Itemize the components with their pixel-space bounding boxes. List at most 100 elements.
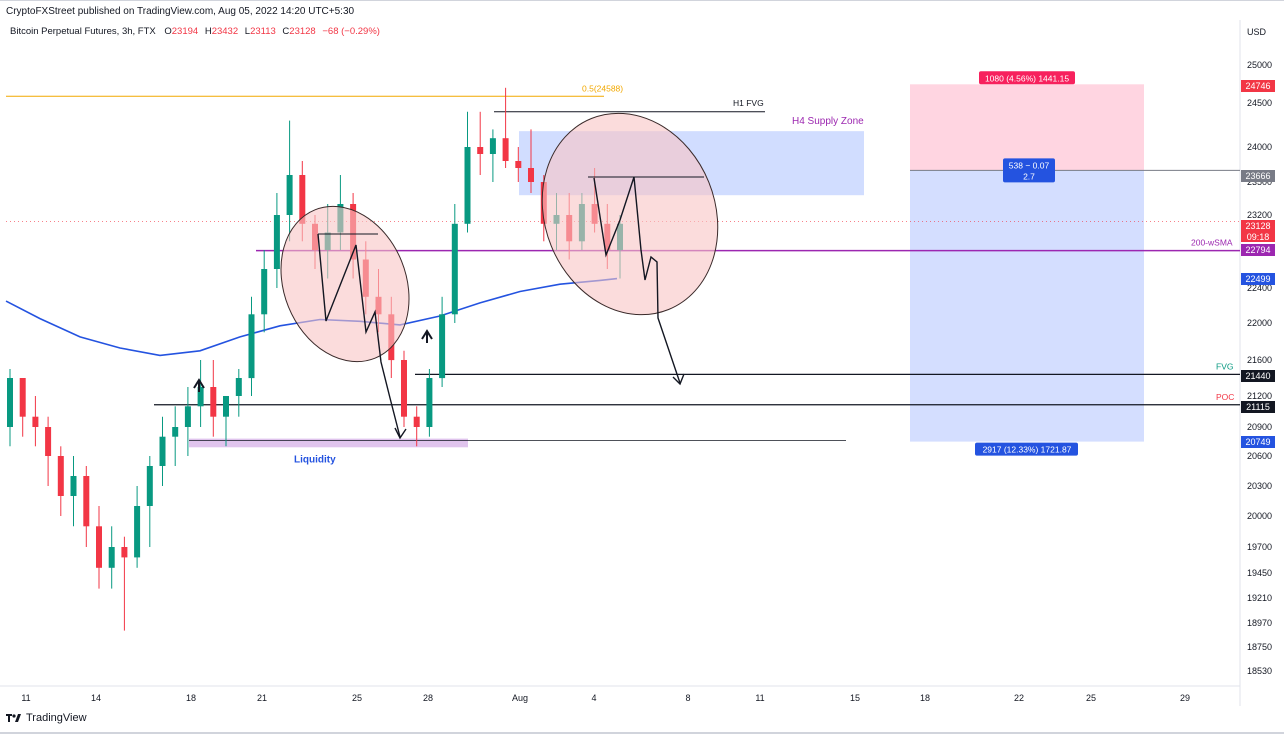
stop-label: 2917 (12.33%) 1721.87 <box>983 445 1072 455</box>
stop-label-bg <box>975 442 1078 456</box>
price-tag-countdown: 09:18 <box>1247 232 1270 242</box>
up-arrow-icon <box>421 329 433 343</box>
candle-body <box>7 378 13 427</box>
target-label-bg <box>979 71 1075 85</box>
left-projection-path <box>317 233 401 438</box>
x-tick-label: Aug <box>512 693 528 703</box>
price-tag-bg <box>1241 401 1275 413</box>
brand-name: TradingView <box>26 712 87 724</box>
price-tag-bg <box>1241 244 1275 256</box>
up-arrow-icon <box>193 378 205 392</box>
x-tick-label: 18 <box>186 693 196 703</box>
liquidity-zone <box>189 438 468 448</box>
candle-body <box>223 396 229 417</box>
close-label: C <box>282 26 290 37</box>
pattern-ellipse-right <box>541 112 719 316</box>
candle-body <box>121 547 128 558</box>
price-tag-bg <box>1241 436 1275 448</box>
x-tick-label: 28 <box>423 693 433 703</box>
candle-body <box>172 427 179 437</box>
candle-body <box>515 161 522 168</box>
y-tick-label: 21200 <box>1247 391 1272 401</box>
x-tick-label: 15 <box>850 693 860 703</box>
y-tick-label: 22000 <box>1247 318 1272 328</box>
ratio-label-bg <box>1003 158 1055 183</box>
candle-body <box>426 378 433 427</box>
change-value: −68 (−0.29%) <box>322 26 380 37</box>
y-tick-label: 18530 <box>1247 666 1272 676</box>
price-tag: 22794 <box>1245 245 1270 255</box>
x-tick-label: 25 <box>1086 693 1096 703</box>
supply-zone-label: H4 Supply Zone <box>792 116 864 127</box>
symbol-name: Bitcoin Perpetual Futures, 3h, FTX <box>10 26 156 37</box>
y-tick-label: 23200 <box>1247 210 1272 220</box>
y-tick-label: 20900 <box>1247 422 1272 432</box>
liquidity-label: Liquidity <box>294 454 336 465</box>
y-tick-label: 18750 <box>1247 642 1272 652</box>
candle-body <box>146 466 153 506</box>
candle-body <box>286 175 293 215</box>
candle-body <box>184 406 191 427</box>
down-arrow-right <box>672 373 685 386</box>
currency-label: USD <box>1247 27 1267 37</box>
sma200w-label: 200-wSMA <box>1191 238 1233 248</box>
candle-body <box>261 269 268 315</box>
target-label: 1080 (4.56%) 1441.15 <box>985 73 1069 83</box>
price-tag: 24746 <box>1245 81 1270 91</box>
candle-body <box>70 476 77 496</box>
x-tick-label: 21 <box>257 693 267 703</box>
footer-brand[interactable]: TradingView <box>6 712 87 724</box>
candle-body <box>489 138 496 154</box>
pattern-ellipse-left <box>280 205 410 363</box>
x-tick-label: 29 <box>1180 693 1190 703</box>
price-tag-bg <box>1241 370 1275 382</box>
candle-body <box>299 175 306 224</box>
candle-body <box>210 387 217 417</box>
open-value: 23194 <box>171 26 199 37</box>
price-tag: 20749 <box>1245 437 1270 447</box>
candle-body <box>401 360 407 417</box>
candle-body <box>413 416 420 427</box>
candle-body <box>273 215 280 269</box>
ratio-label-line1: 538 − 0.07 <box>1009 160 1050 170</box>
price-tag-bg <box>1241 170 1275 182</box>
candle-body <box>96 526 102 568</box>
price-tag: 23666 <box>1245 171 1270 181</box>
price-tag: 22499 <box>1245 274 1270 284</box>
low-label: L <box>244 26 251 37</box>
y-tick-label: 21600 <box>1247 355 1272 365</box>
candle-body <box>19 378 26 417</box>
close-value: 23128 <box>289 26 316 37</box>
fvg-label: FVG <box>1216 361 1233 371</box>
low-value: 23113 <box>250 26 276 37</box>
candle-body <box>235 378 242 396</box>
y-tick-label: 19450 <box>1247 568 1272 578</box>
open-label: O <box>164 26 172 37</box>
candle-body <box>134 506 141 558</box>
candle-body <box>197 387 204 407</box>
x-tick-label: 11 <box>755 693 764 703</box>
y-tick-label: 18970 <box>1247 618 1272 628</box>
ratio-label-line2: 2.7 <box>1023 171 1035 181</box>
symbol-legend: Bitcoin Perpetual Futures, 3h, FTX O2319… <box>10 26 380 37</box>
price-tag: 21115 <box>1246 402 1270 412</box>
price-tag: 23128 <box>1245 221 1270 231</box>
y-tick-label: 20600 <box>1247 451 1272 461</box>
y-tick-label: 25000 <box>1247 60 1272 70</box>
fib-label: 0.5(24588) <box>582 83 623 93</box>
candle-body <box>159 436 166 466</box>
candle-body <box>451 223 458 315</box>
price-tag-bg <box>1241 80 1275 92</box>
x-tick-label: 25 <box>352 693 362 703</box>
x-tick-label: 8 <box>685 693 690 703</box>
candle-body <box>248 314 255 379</box>
candle-body <box>83 476 90 527</box>
y-tick-label: 19700 <box>1247 542 1272 552</box>
price-tag: 21440 <box>1245 371 1270 381</box>
candle-body <box>32 416 39 427</box>
high-value: 23432 <box>211 26 239 37</box>
candle-body <box>528 168 534 182</box>
published-caption: CryptoFXStreet published on TradingView.… <box>6 6 355 17</box>
